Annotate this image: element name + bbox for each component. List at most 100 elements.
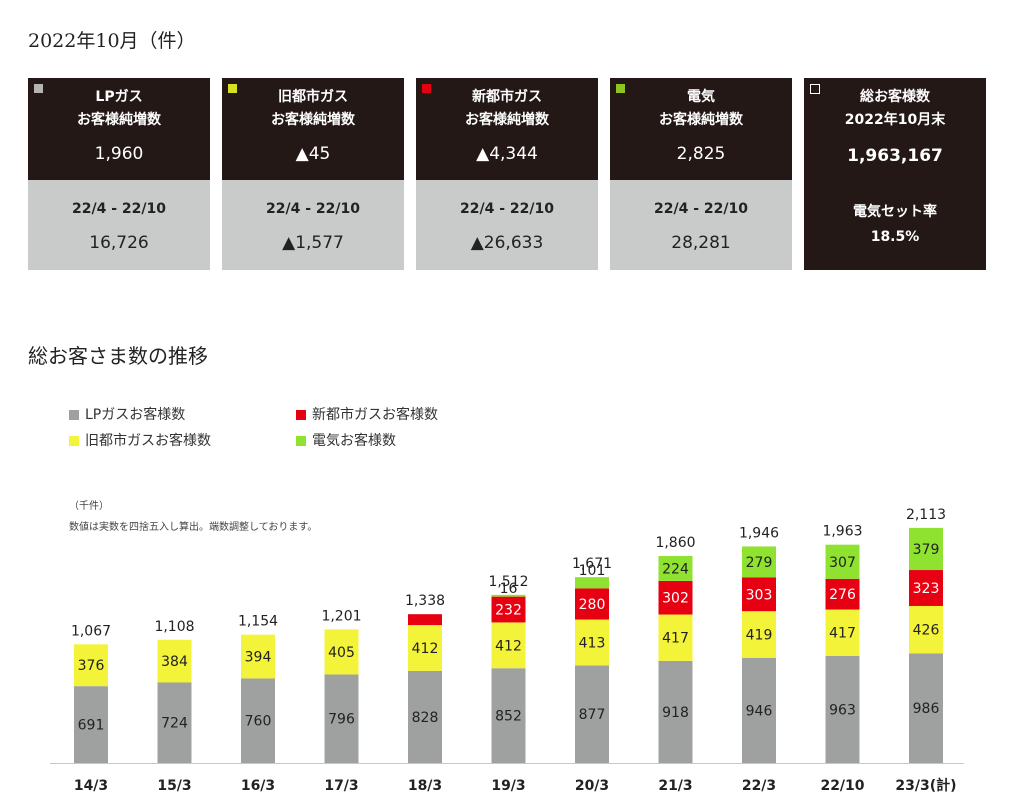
old-city-gas-square-icon [228,84,237,93]
card-electric-top: 電気 お客様純増数 2,825 [610,78,792,180]
bar-segment [74,644,108,687]
bar-total-label: 1,201 [321,608,361,624]
bar-segment [575,577,609,589]
card-label: 総お客様数 [860,89,930,105]
bar-value-label: 828 [412,710,439,726]
bar-value-label: 691 [78,718,105,734]
card-sublabel: 2022年10月末 [844,112,946,128]
bar-segment [825,609,860,656]
card-electric-bottom: 22/4 - 22/10 28,281 [610,180,792,270]
x-tick-label: 14/3 [74,778,108,794]
card-period: 22/4 - 22/10 [460,201,554,217]
card-value: 2,825 [676,144,726,164]
chart-unit: （千件） [69,501,109,512]
card-value: ▲45 [295,144,331,164]
bar-segment [491,622,526,669]
bar-value-label: 963 [829,702,856,718]
bar-value-label: 276 [829,587,856,603]
x-tick-label: 15/3 [157,778,191,794]
bar-value-label: 303 [746,587,773,603]
card-cumulative: ▲1,577 [282,233,344,253]
bar-value-label: 232 [495,603,522,619]
new-city-gas-square-icon [422,84,431,93]
bar-value-label: 394 [245,650,272,666]
card-total-customers: 総お客様数 2022年10月末 1,963,167 電気セット率 18.5% [804,78,986,270]
card-sublabel: お客様純増数 [659,112,743,128]
card-sublabel: お客様純増数 [271,112,355,128]
card-label: 旧都市ガス [278,89,348,105]
bar-segment [909,605,943,654]
bar-value-label: 16 [500,581,518,597]
card-new-city-gas: 新都市ガス お客様純増数 ▲4,344 22/4 - 22/10 ▲26,633 [416,78,598,270]
bar-total-label: 1,946 [739,525,779,541]
bar-value-label: 412 [495,638,522,654]
card-period: 22/4 - 22/10 [266,201,360,217]
card-old-city-gas-top: 旧都市ガス お客様純増数 ▲45 [222,78,404,180]
card-cumulative: 16,726 [89,233,149,253]
bar-segment [909,527,943,571]
card-period: 22/4 - 22/10 [654,201,748,217]
electric-set-rate-value: 18.5% [870,229,920,245]
bar-value-label: 419 [746,627,773,643]
bar-value-label: 280 [579,597,606,613]
bar-segment [742,577,776,612]
bar-value-label: 760 [245,714,272,730]
bar-segment [825,544,860,579]
bar-total-label: 1,154 [238,614,278,630]
x-tick-label: 23/3(計) [895,777,956,794]
bar-value-label: 417 [829,626,856,642]
x-tick-label: 21/3 [658,778,692,794]
bar-total-label: 1,067 [71,623,111,639]
bar-value-label: 426 [913,623,940,639]
bar-segment [408,670,442,763]
card-old-city-gas-bottom: 22/4 - 22/10 ▲1,577 [222,180,404,270]
card-label: LPガス [95,89,143,105]
legend-label: LPガスお客様数 [85,407,186,423]
x-tick-label: 22/3 [742,778,776,794]
bar-value-label: 417 [662,631,689,647]
bar-segment [408,625,442,671]
legend-swatch [69,410,79,420]
bar-segment [742,657,776,763]
card-label: 電気 [687,89,715,105]
bar-value-label: 413 [579,635,606,651]
card-total-top: 総お客様数 2022年10月末 1,963,167 [804,78,986,180]
card-new-city-gas-top: 新都市ガス お客様純増数 ▲4,344 [416,78,598,180]
chart-note: 数値は実数を四捨五入し算出。端数調整しております。 [69,522,318,533]
bar-segment [241,634,275,679]
x-tick-label: 17/3 [324,778,358,794]
bar-segment [324,674,359,763]
bar-total-label: 1,338 [405,593,445,609]
card-period: 22/4 - 22/10 [72,201,166,217]
card-total-bottom: 電気セット率 18.5% [804,180,986,270]
bar-value-label: 98 [416,600,434,616]
bar-value-label: 307 [829,555,856,571]
legend-label: 電気お客様数 [312,433,396,449]
x-tick-label: 16/3 [241,778,275,794]
bar-total-label: 1,671 [572,556,612,572]
bar-segment [241,678,275,763]
bar-segment [825,578,860,610]
bar-segment [408,614,442,626]
bar-total-label: 1,860 [655,535,695,551]
bar-segment [658,556,693,581]
card-cumulative: ▲26,633 [470,233,544,253]
x-tick-label: 20/3 [575,778,609,794]
bar-segment [157,639,192,683]
bar-segment [491,596,526,623]
card-sublabel: お客様純増数 [77,112,161,128]
bar-value-label: 101 [579,563,606,579]
bar-total-label: 2,113 [906,507,946,523]
legend-item-electric: 電気お客様数 [296,430,396,450]
bar-segment [324,629,359,675]
legend-swatch [69,436,79,446]
x-tick-label: 18/3 [408,778,442,794]
electric-set-rate-label: 電気セット率 [853,204,937,220]
bar-segment [575,588,609,620]
bar-total-label: 1,963 [822,524,862,540]
bar-segment [658,660,693,763]
card-label: 新都市ガス [472,89,542,105]
bar-value-label: 918 [662,705,689,721]
card-cumulative: 28,281 [671,233,731,253]
bar-segment [74,686,108,763]
